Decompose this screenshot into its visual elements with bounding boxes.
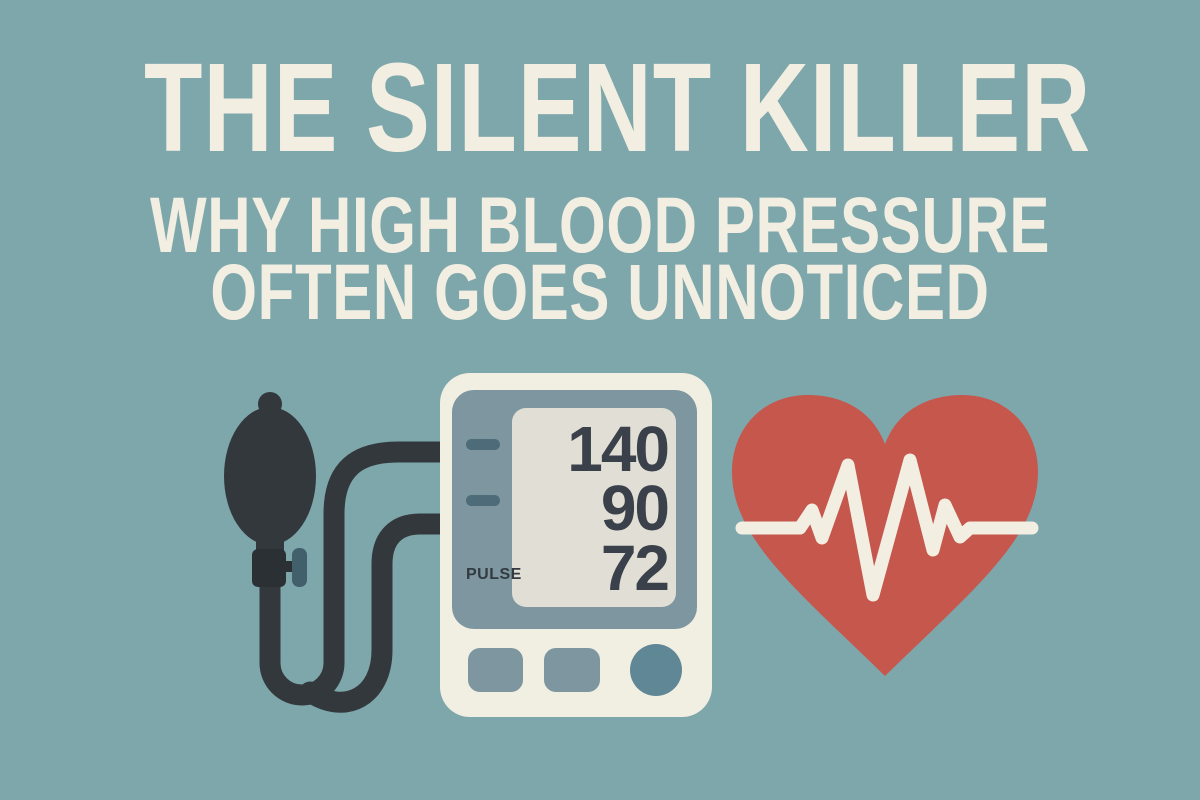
bulb-body: [224, 407, 316, 545]
valve-stem: [283, 561, 297, 572]
poster-subtitle-line-2: OFTEN GOES UNNOTICED: [210, 247, 990, 336]
panel-dash-2: [466, 495, 500, 506]
air-tubes: [259, 441, 457, 713]
poster-title: THE SILENT KILLER: [144, 37, 1092, 178]
air-tube-upper: [259, 441, 457, 706]
heart-ekg-icon: [732, 395, 1039, 676]
monitor-display: [512, 408, 676, 607]
diastolic-reading: 90: [601, 472, 668, 544]
pulse-label: PULSE: [466, 566, 522, 583]
pump-bulb-icon: [224, 392, 316, 587]
monitor-button-1: [468, 648, 523, 692]
valve-knob: [292, 548, 307, 587]
poster-subtitle-line-1: WHY HIGH BLOOD PRESSURE: [149, 180, 1051, 269]
valve-body: [252, 549, 286, 587]
air-tube-lower: [299, 513, 457, 713]
ekg-line: [735, 453, 1039, 602]
pulse-reading: 72: [601, 532, 669, 604]
panel-dash-1: [466, 439, 500, 450]
systolic-reading: 140: [567, 413, 668, 485]
blood-pressure-monitor-icon: PULSE 140 90 72: [440, 373, 712, 717]
monitor-power-button: [630, 644, 682, 696]
monitor-button-2: [544, 648, 600, 692]
